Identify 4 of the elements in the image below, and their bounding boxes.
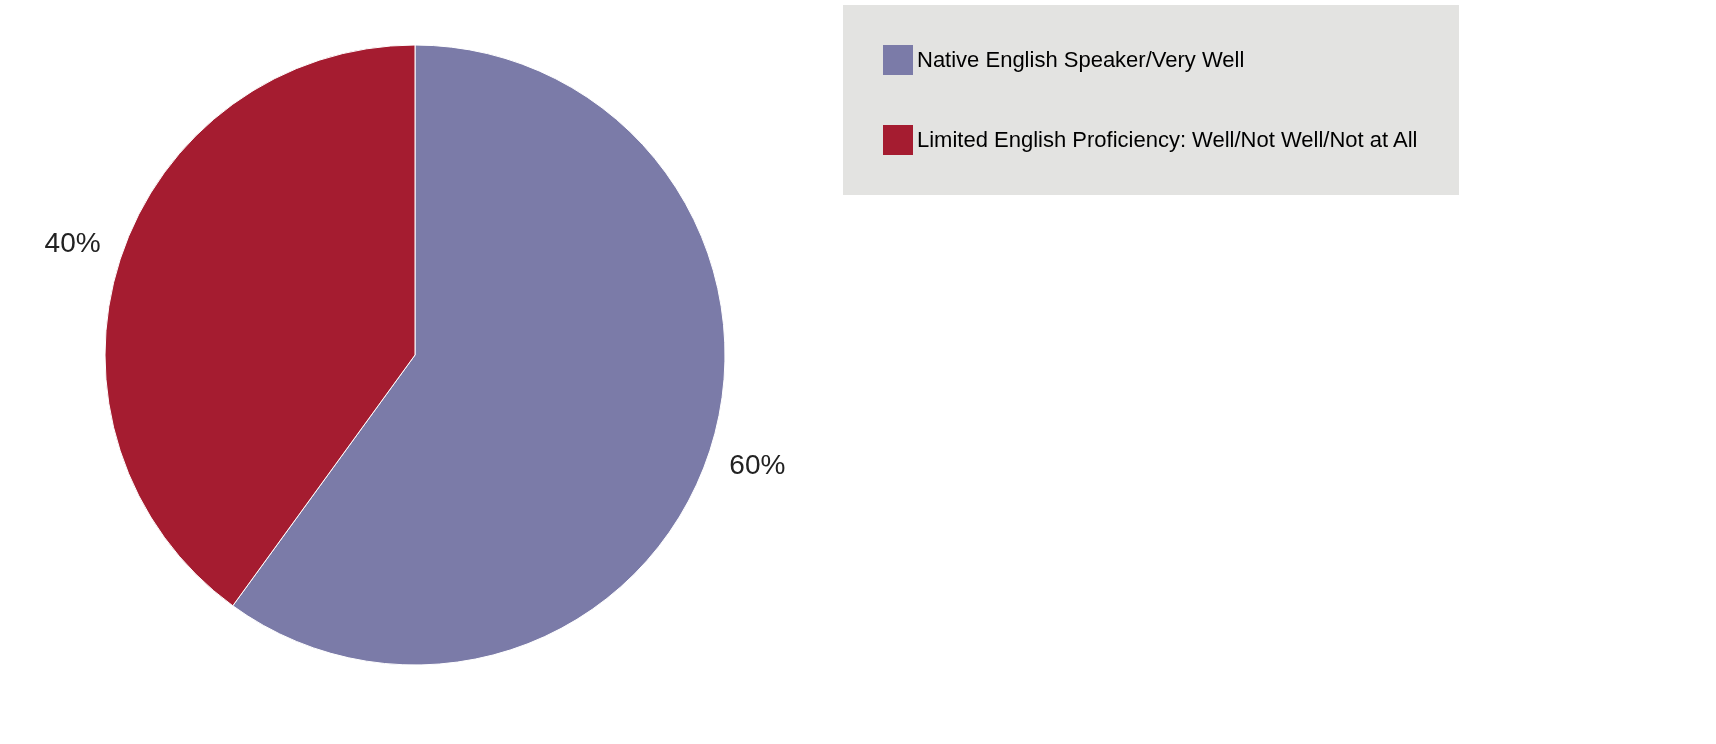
data-label: 40% [44, 226, 101, 258]
legend-label: Limited English Proficiency: Well/Not Well/Not at All [917, 127, 1418, 152]
legend-label: Native English Speaker/Very Well [917, 47, 1245, 72]
data-label: 60% [729, 449, 786, 481]
